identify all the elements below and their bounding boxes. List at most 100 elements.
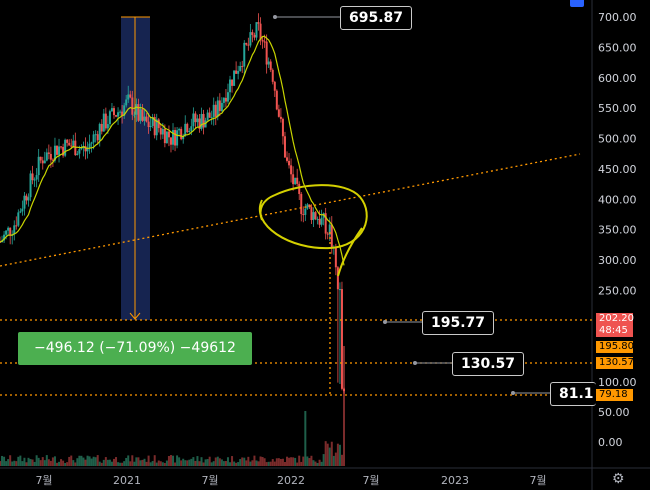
volume-bar: [31, 459, 34, 466]
candle-body: [17, 212, 20, 226]
candle-body: [184, 123, 187, 137]
volume-bar: [288, 457, 291, 466]
volume-bar: [55, 462, 58, 466]
candle-body: [275, 90, 278, 110]
volume-bar: [74, 462, 77, 466]
volume-bar: [106, 459, 109, 466]
y-tick-label: 400.00: [598, 193, 637, 206]
volume-bar: [117, 462, 120, 466]
candle-body: [290, 165, 293, 175]
price-label-130[interactable]: 130.57: [452, 352, 525, 376]
candle-body: [147, 121, 150, 128]
candle-body: [320, 217, 323, 225]
candle-body: [281, 118, 284, 137]
volume-bar: [60, 459, 63, 466]
candle-body: [294, 177, 297, 185]
candle-body: [25, 195, 28, 201]
volume-bar: [322, 454, 325, 466]
y-tick-label: 100.00: [598, 376, 637, 389]
candle-body: [33, 179, 36, 181]
volume-bar: [167, 456, 170, 466]
candle-body: [298, 183, 301, 194]
volume-bar: [224, 461, 227, 466]
volume-bar: [306, 456, 309, 466]
measure-result[interactable]: −496.12 (−71.09%) −49612: [18, 332, 252, 365]
candle-body: [149, 125, 152, 128]
volume-bar: [45, 455, 48, 466]
candle-body: [94, 134, 97, 136]
volume-bar: [338, 444, 341, 466]
highlight-circle-drawing[interactable]: [258, 184, 368, 250]
corner-button[interactable]: [570, 0, 584, 7]
volume-bar: [88, 456, 91, 466]
candle-body: [37, 156, 40, 176]
chart-pane[interactable]: [0, 0, 592, 468]
price-label-81[interactable]: 81.1: [550, 382, 596, 406]
volume-bar: [125, 457, 128, 466]
candle-body: [112, 108, 115, 116]
volume-bar: [19, 455, 22, 466]
volume-bar: [300, 461, 303, 466]
volume-bar: [294, 457, 297, 466]
volume-bar: [216, 456, 219, 466]
candle-body: [13, 225, 16, 235]
volume-bar: [194, 460, 197, 466]
volume-bar: [292, 457, 295, 466]
y-tick-label: 0.00: [598, 436, 623, 449]
volume-bar: [202, 462, 205, 466]
candle-body: [9, 227, 12, 236]
highlight-arrow-drawing[interactable]: [337, 227, 363, 277]
volume-bar: [316, 462, 319, 466]
volume-bar: [23, 457, 26, 466]
candle-body: [55, 145, 58, 155]
volume-bar: [259, 456, 262, 466]
trend-line[interactable]: [0, 153, 581, 267]
candle-body: [165, 131, 168, 144]
y-tick-label: 550.00: [598, 102, 637, 115]
candle-body: [206, 112, 209, 121]
volume-bar: [314, 461, 317, 466]
candle-body: [269, 61, 272, 70]
candle-body: [235, 70, 238, 74]
x-tick-label: 7월: [35, 474, 52, 487]
volume-bar: [27, 457, 30, 466]
candle-body: [100, 123, 103, 132]
candle-body: [302, 214, 305, 216]
peak-price-label[interactable]: 695.87: [340, 6, 413, 30]
candle-body: [76, 153, 79, 156]
candle-body: [137, 104, 140, 121]
volume-bar: [58, 461, 61, 466]
candle-body: [239, 66, 242, 71]
volume-bar: [76, 458, 79, 466]
gear-icon[interactable]: ⚙: [612, 470, 625, 486]
volume-bar: [226, 457, 229, 466]
candle-body: [212, 104, 215, 118]
volume-bar: [326, 443, 329, 466]
volume-bar: [210, 462, 213, 466]
candle-body: [180, 128, 183, 140]
volume-bar: [184, 460, 187, 466]
volume-bar: [155, 462, 158, 466]
volume-bar: [231, 456, 234, 466]
candle-body: [202, 113, 205, 128]
volume-bar: [35, 455, 38, 466]
candle-body: [127, 94, 130, 100]
volume-bar: [96, 455, 99, 466]
candle-body: [143, 116, 146, 121]
volume-bar: [82, 457, 85, 466]
volume-bar: [15, 461, 18, 466]
volume-bar: [37, 457, 40, 466]
candle-body: [151, 117, 154, 126]
volume-bar: [186, 460, 189, 466]
volume-bar: [29, 459, 32, 466]
volume-bar: [157, 460, 160, 466]
volume-bar: [43, 460, 46, 466]
price-label-195[interactable]: 195.77: [422, 311, 495, 335]
candle-body: [245, 42, 248, 45]
peak-dot: [273, 15, 277, 19]
volume-bar: [127, 455, 130, 466]
volume-bar: [277, 458, 280, 466]
candle-body: [263, 41, 266, 43]
candle-body: [176, 130, 179, 146]
